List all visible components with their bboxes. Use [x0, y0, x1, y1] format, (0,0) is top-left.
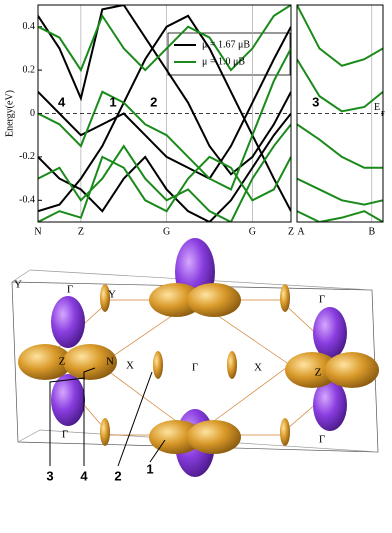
y-tick-label: 0	[30, 108, 35, 119]
lattice-label: Γ	[319, 434, 325, 446]
lattice-label: 1	[146, 461, 153, 476]
band-line	[297, 123, 383, 169]
legend: μ = 1.67 μB μ = 1.0 μB	[174, 39, 250, 67]
band-line	[38, 47, 291, 191]
x-tick-label: G	[163, 226, 170, 237]
fermi-label: E	[374, 102, 380, 113]
bands	[38, 5, 291, 222]
band-line	[297, 58, 383, 113]
band-annotation: 4	[58, 95, 66, 110]
bands	[297, 5, 383, 222]
lattice-label: X	[254, 362, 262, 374]
y-axis-label: Energy(eV)	[4, 90, 15, 137]
y-tick-label: -0.2	[19, 151, 35, 162]
lattice-label: Z	[59, 356, 66, 368]
band-line	[297, 210, 383, 222]
x-tick-label: B	[368, 226, 375, 237]
band-annotation: 1	[109, 95, 116, 110]
lattice-label: N	[106, 356, 114, 368]
lattice-label: Γ	[67, 284, 73, 296]
legend-label: μ = 1.0 μB	[202, 56, 245, 67]
x-tick-label: Z	[288, 226, 294, 237]
lattice-label: Y	[108, 289, 116, 301]
lattice-label: 2	[114, 468, 121, 483]
band-line	[38, 5, 291, 176]
lattice-label: Y	[14, 279, 22, 291]
band-line	[297, 177, 383, 206]
plot-frame	[37, 4, 292, 223]
lattice-label: 3	[46, 468, 53, 483]
band-line	[38, 123, 291, 222]
y-tick-label: 0.4	[23, 21, 36, 32]
legend-label: μ = 1.67 μB	[202, 39, 250, 50]
x-tick-label: A	[297, 226, 305, 237]
band-line	[38, 26, 291, 180]
lattice-label: Γ	[62, 429, 68, 441]
orbital-lobes	[18, 238, 379, 477]
lattice-label: Γ	[192, 362, 198, 374]
pointer-lines	[49, 367, 166, 467]
lattice-label: 4	[80, 468, 88, 483]
band-line	[297, 5, 383, 67]
band-line	[38, 155, 291, 222]
x-tick-label: G	[249, 226, 256, 237]
y-tick-label: 0.2	[23, 64, 36, 75]
band-line	[38, 5, 291, 73]
lattice-label: X	[126, 360, 134, 372]
x-tick-label: Z	[78, 226, 84, 237]
y-tick-label: -0.4	[19, 195, 35, 206]
lattice-label: Z	[315, 367, 322, 379]
lattice-label: Γ	[319, 294, 325, 306]
plot-frame	[296, 4, 384, 223]
band-line	[38, 112, 291, 222]
x-tick-label: N	[34, 226, 41, 237]
band-annotation: 2	[150, 95, 157, 110]
band-annotation: 3	[312, 95, 319, 110]
